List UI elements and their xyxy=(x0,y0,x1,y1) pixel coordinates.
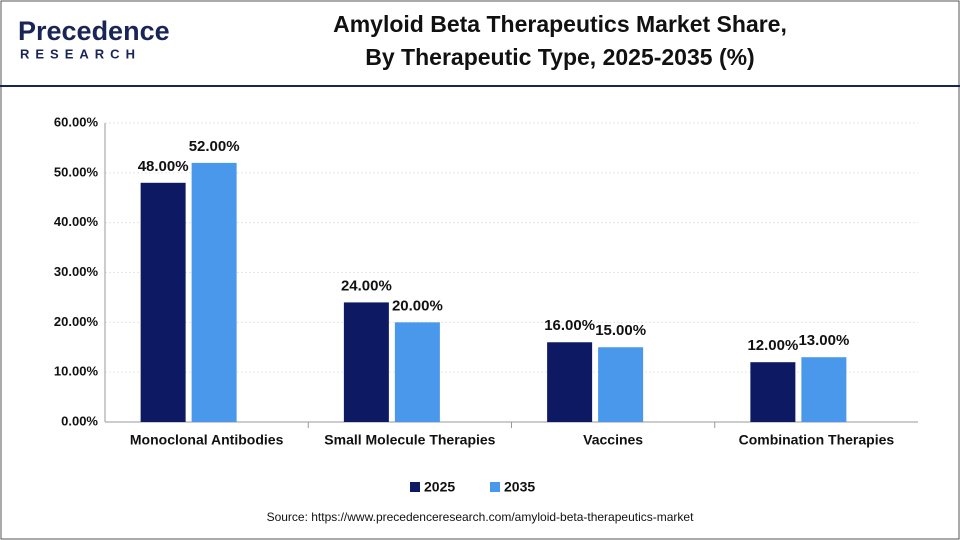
y-tick-label: 60.00% xyxy=(54,114,99,129)
bar xyxy=(343,302,389,422)
bar xyxy=(140,182,186,422)
value-label: 13.00% xyxy=(798,332,849,349)
value-label: 16.00% xyxy=(544,317,595,334)
value-label: 24.00% xyxy=(341,277,392,294)
bar xyxy=(547,342,593,422)
y-tick-label: 30.00% xyxy=(54,264,99,279)
value-label: 20.00% xyxy=(392,297,443,314)
y-tick-label: 20.00% xyxy=(54,314,99,329)
logo-name: Precedence xyxy=(18,16,170,46)
value-label: 15.00% xyxy=(595,322,646,339)
y-tick-label: 40.00% xyxy=(54,214,99,229)
x-tick-label: Combination Therapies xyxy=(739,432,895,448)
bar xyxy=(801,357,847,422)
legend-swatch xyxy=(490,482,500,492)
value-label: 52.00% xyxy=(189,138,240,155)
source: Source: https://www.precedenceresearch.c… xyxy=(267,510,695,524)
bar xyxy=(750,362,796,422)
y-tick-label: 0.00% xyxy=(61,413,98,428)
x-tick-label: Monoclonal Antibodies xyxy=(130,432,284,448)
chart-title: By Therapeutic Type, 2025-2035 (%) xyxy=(365,44,754,70)
x-tick-label: Vaccines xyxy=(583,432,643,448)
x-tick-label: Small Molecule Therapies xyxy=(324,432,495,448)
legend-swatch xyxy=(410,482,420,492)
value-label: 48.00% xyxy=(138,158,189,175)
legend-label: 2025 xyxy=(424,479,455,495)
chart-title: Amyloid Beta Therapeutics Market Share, xyxy=(333,11,787,37)
y-tick-label: 50.00% xyxy=(54,164,99,179)
legend-label: 2035 xyxy=(504,479,535,495)
value-label: 12.00% xyxy=(747,337,798,354)
bar xyxy=(191,162,237,422)
bar xyxy=(394,322,440,422)
logo-tagline: RESEARCH xyxy=(20,46,141,61)
bar xyxy=(598,347,644,422)
y-tick-label: 10.00% xyxy=(54,364,99,379)
